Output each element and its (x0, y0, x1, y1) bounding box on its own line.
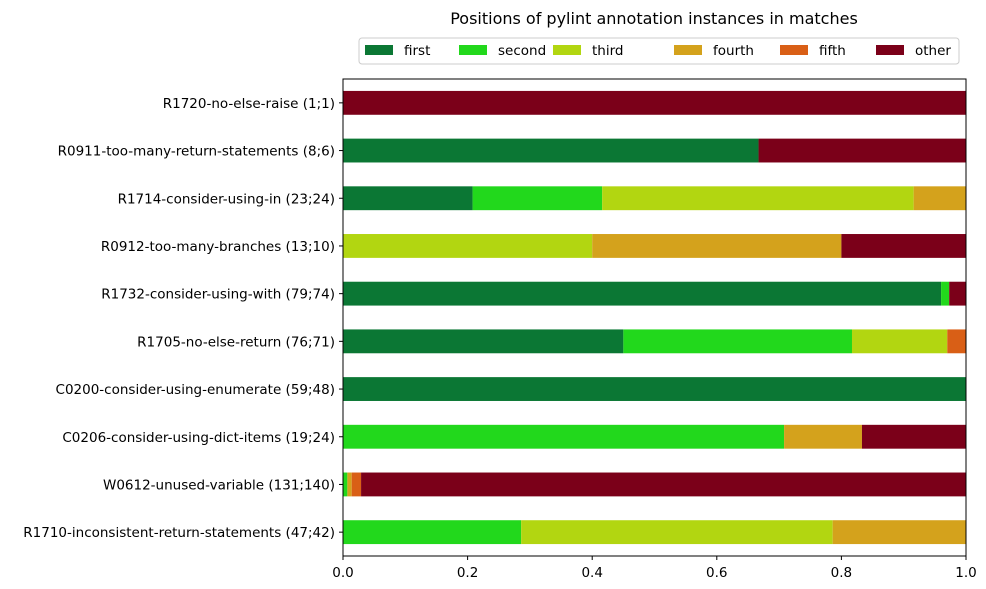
bar-segment-fourth (347, 472, 352, 497)
bar-segment-third (851, 329, 948, 354)
chart-title: Positions of pylint annotation instances… (450, 9, 858, 28)
bar-segment-first (343, 186, 473, 211)
legend-swatch-fifth (780, 45, 808, 55)
bar-segment-fifth (351, 472, 362, 497)
legend-swatch-first (365, 45, 393, 55)
y-tick-label: C0200-consider-using-enumerate (59;48) (56, 382, 335, 398)
y-tick-label: R0911-too-many-return-statements (8;6) (58, 144, 335, 160)
bar-segment-first (343, 377, 966, 401)
x-axis: 0.0 0.2 0.4 0.6 0.8 1.0 (332, 556, 977, 581)
bar-segment-fourth (784, 424, 862, 449)
bar-segment-second (343, 520, 522, 545)
legend-label-fifth: fifth (819, 43, 846, 59)
bar-segment-other (949, 281, 966, 306)
legend-swatch-third (553, 45, 581, 55)
bar-segment-fifth (947, 329, 966, 354)
bar-segment-second (343, 472, 348, 497)
x-tick-label: 0.4 (581, 565, 602, 581)
bar-segment-other (861, 424, 966, 449)
legend-label-fourth: fourth (713, 43, 754, 59)
bar-segment-second (623, 329, 852, 354)
x-tick-label: 0.2 (457, 565, 478, 581)
y-tick-label: R1720-no-else-raise (1;1) (163, 96, 335, 112)
legend-label-third: third (592, 43, 623, 59)
bar-segment-other (758, 138, 966, 163)
legend-swatch-fourth (674, 45, 702, 55)
legend-swatch-other (876, 45, 904, 55)
bars (343, 90, 966, 545)
plot-frame (342, 78, 967, 557)
bar-segment-fourth (592, 234, 842, 258)
bar-segment-first (343, 281, 942, 306)
bar-segment-second (472, 186, 603, 211)
y-tick-label: R1714-consider-using-in (23;24) (118, 191, 335, 207)
bar-segment-first (343, 138, 759, 163)
legend-swatch-second (459, 45, 487, 55)
x-tick-label: 0.6 (706, 565, 727, 581)
bar-segment-second (941, 281, 950, 306)
bar-segment-first (343, 329, 624, 354)
y-axis: R1720-no-else-raise (1;1) R0911-too-many-… (23, 96, 343, 541)
y-tick-label: W0612-unused-variable (131;140) (103, 477, 335, 493)
bar-segment-second (343, 424, 785, 449)
bar-segment-other (361, 472, 966, 497)
legend: first second third fourth fifth other (358, 37, 960, 65)
bar-segment-other (343, 90, 966, 115)
bar-segment-fourth (913, 186, 966, 211)
x-tick-label: 1.0 (955, 565, 976, 581)
legend-label-second: second (498, 43, 546, 59)
legend-box (358, 37, 960, 65)
y-tick-label: R0912-too-many-branches (13;10) (101, 239, 335, 255)
y-tick-label: R1732-consider-using-with (79;74) (101, 287, 335, 303)
legend-label-first: first (404, 43, 430, 59)
x-tick-label: 0.8 (831, 565, 852, 581)
bar-segment-fourth (832, 520, 966, 545)
x-tick-label: 0.0 (332, 565, 353, 581)
y-tick-label: R1710-inconsistent-return-statements (47… (23, 525, 335, 541)
bar-segment-third (602, 186, 914, 211)
bar-segment-third (343, 234, 593, 258)
bar-segment-other (841, 234, 966, 258)
y-tick-label: C0206-consider-using-dict-items (19;24) (62, 430, 335, 446)
legend-label-other: other (915, 43, 951, 59)
bar-segment-third (521, 520, 833, 545)
y-tick-label: R1705-no-else-return (76;71) (137, 334, 335, 350)
